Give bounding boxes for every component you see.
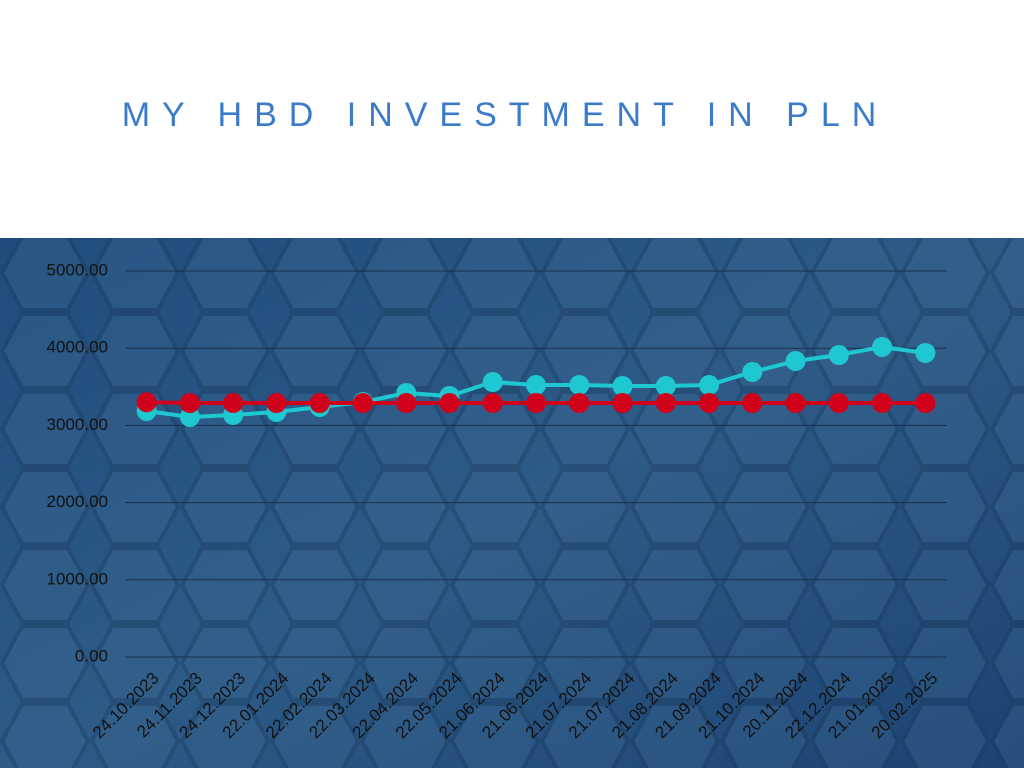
y-tick-label: 4000.00 bbox=[47, 338, 108, 357]
data-point bbox=[655, 376, 676, 397]
y-tick-label: 0.00 bbox=[75, 646, 108, 665]
data-point bbox=[266, 393, 287, 414]
data-point bbox=[179, 406, 200, 427]
data-point bbox=[569, 393, 590, 414]
data-point bbox=[309, 393, 330, 414]
data-point bbox=[136, 392, 157, 413]
data-point bbox=[872, 393, 893, 414]
data-point bbox=[828, 344, 849, 365]
data-point bbox=[569, 375, 590, 396]
data-point bbox=[526, 375, 546, 396]
data-point bbox=[828, 393, 849, 414]
data-point bbox=[179, 393, 200, 414]
data-point bbox=[439, 393, 460, 414]
data-point bbox=[612, 376, 633, 397]
data-point bbox=[699, 393, 720, 414]
data-point bbox=[482, 393, 503, 414]
data-point bbox=[785, 393, 806, 414]
data-point bbox=[612, 393, 633, 414]
chart-title: MY HBD INVESTMENT IN PLN bbox=[122, 96, 889, 134]
data-point bbox=[396, 393, 417, 414]
data-point bbox=[915, 342, 936, 363]
data-point bbox=[655, 393, 676, 414]
y-tick-label: 5000.00 bbox=[47, 260, 108, 279]
y-tick-label: 1000.00 bbox=[47, 569, 108, 588]
y-tick-label: 2000.00 bbox=[47, 492, 108, 511]
data-point bbox=[482, 372, 503, 393]
data-point bbox=[785, 351, 806, 372]
data-point bbox=[915, 393, 936, 414]
data-point bbox=[699, 375, 720, 396]
data-point bbox=[223, 393, 244, 414]
data-point bbox=[742, 393, 763, 414]
data-point bbox=[352, 393, 373, 414]
data-point bbox=[526, 393, 546, 414]
y-tick-label: 3000.00 bbox=[47, 415, 108, 434]
data-point bbox=[742, 361, 763, 382]
data-point bbox=[872, 336, 893, 357]
